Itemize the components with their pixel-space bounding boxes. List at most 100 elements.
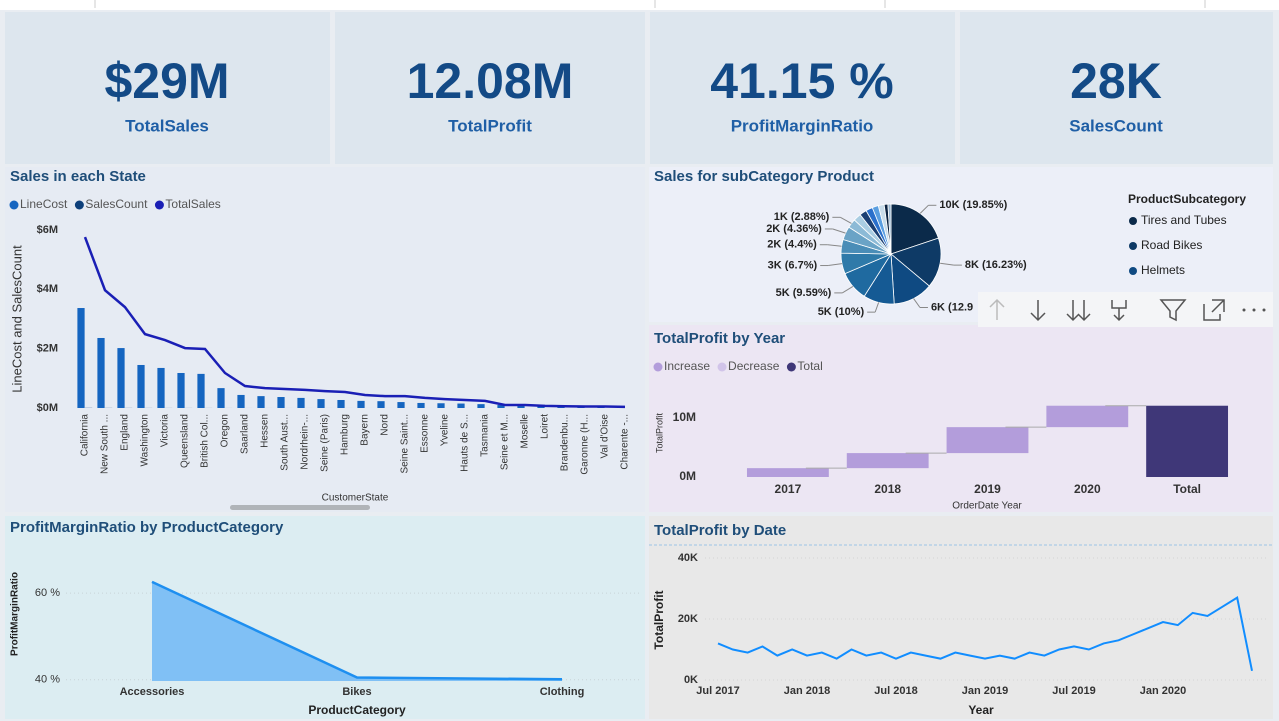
data-label: 6K (12.9 (931, 301, 973, 313)
x-tick-label: Victoria (160, 414, 171, 448)
bar (537, 406, 545, 408)
y-tick-label: 60 % (35, 587, 60, 599)
kpi-label: ProfitMarginRatio (731, 116, 874, 135)
x-tick-label: California (80, 414, 91, 457)
legend-label: LineCost (20, 197, 68, 211)
legend-label: Decrease (728, 359, 780, 373)
bar (337, 399, 345, 408)
bar (117, 348, 125, 408)
bar (1046, 405, 1129, 428)
x-tick-label: Jan 2018 (784, 685, 830, 697)
y-tick-label: $0M (37, 402, 58, 414)
x-axis-title: CustomerState (322, 493, 389, 504)
x-tick-label: Nord (380, 414, 391, 436)
x-tick-label: Moselle (520, 414, 531, 449)
x-tick-label: Total (1173, 482, 1201, 496)
bar (477, 404, 485, 408)
bar (237, 394, 245, 408)
x-tick-label: Val d'Oise (600, 414, 611, 459)
x-tick-label: Hessen (260, 414, 271, 448)
chart-title: Sales for subCategory Product (654, 168, 874, 185)
bar (437, 403, 445, 408)
card-bg (960, 12, 1273, 164)
x-tick-label: Charente -... (620, 414, 631, 470)
legend-marker (786, 362, 796, 372)
x-tick-label: 2020 (1074, 482, 1101, 496)
more-dot[interactable] (1242, 308, 1246, 312)
bar (77, 308, 85, 408)
x-tick-label: Brandenbu... (560, 414, 571, 471)
bar (277, 397, 285, 408)
panel (5, 516, 645, 719)
x-axis-title: Year (968, 703, 994, 717)
kpi-value: 12.08M (407, 53, 574, 109)
x-tick-label: Loiret (540, 414, 551, 439)
kpi-value: 28K (1070, 53, 1162, 109)
visual-toolbar (978, 292, 1273, 327)
toolbar-bg (978, 292, 1273, 327)
bar (457, 403, 465, 408)
y-tick-label: 10M (673, 410, 696, 424)
expand-down[interactable] (1111, 300, 1127, 322)
y-tick-label: $6M (37, 224, 58, 236)
legend-title: ProductSubcategory (1128, 192, 1246, 206)
y-axis-title: ProfitMarginRatio (10, 572, 21, 656)
bar (377, 401, 385, 408)
area-fill (152, 581, 562, 681)
x-tick-label: Tasmania (480, 414, 491, 457)
x-tick-label: Clothing (540, 686, 585, 698)
data-label: 5K (10%) (818, 306, 865, 318)
filter[interactable] (1159, 299, 1187, 322)
leader-line (842, 285, 854, 294)
data-label: 3K (6.7%) (768, 259, 818, 271)
charts: $29M TotalSales 12.08M TotalProfit 41.15 % Pr… (9, 53, 1273, 717)
bar (397, 402, 405, 408)
legend-label: Helmets (1141, 263, 1185, 277)
leader-line (913, 298, 921, 308)
leader-line (940, 262, 954, 266)
x-tick-label: Bayern (360, 414, 371, 446)
bar (846, 453, 929, 469)
x-tick-label: Jan 2019 (962, 685, 1008, 697)
drill-down[interactable] (1030, 300, 1046, 322)
more-dot[interactable] (1262, 308, 1266, 312)
data-label: 1K (2.88%) (774, 211, 830, 223)
y-tick-label: $4M (37, 283, 58, 295)
y-tick-label: 40K (678, 552, 698, 564)
bar (297, 397, 305, 408)
next-level[interactable] (1066, 300, 1091, 322)
card-bg (335, 12, 645, 164)
x-tick-label: Hauts de S... (460, 414, 471, 472)
chart-title: ProfitMarginRatio by ProductCategory (10, 519, 284, 536)
more-dot[interactable] (1252, 308, 1256, 312)
leader-line (828, 263, 843, 267)
bar (137, 364, 145, 408)
kpi-value: 41.15 % (710, 53, 893, 109)
line (83, 236, 626, 409)
x-tick-label: Jul 2018 (874, 685, 917, 697)
bar (946, 427, 1029, 454)
pie-slice (890, 203, 939, 255)
x-tick-label: Essonne (420, 414, 431, 453)
legend-marker (9, 200, 19, 210)
x-tick-label: Jul 2017 (696, 685, 739, 697)
y-axis-title: LineCost and SalesCount (9, 245, 24, 393)
leader-line (874, 302, 880, 313)
data-label: 8K (16.23%) (965, 259, 1027, 271)
x-tick-label: Yveline (440, 414, 451, 447)
bar (317, 399, 325, 408)
legend-marker (717, 362, 727, 372)
chart-title: Sales in each State (10, 168, 146, 185)
kpi-label: SalesCount (1069, 116, 1163, 135)
x-tick-label: 2017 (775, 482, 802, 496)
drill-up[interactable] (989, 298, 1005, 320)
scrollbar[interactable] (230, 505, 370, 510)
y-tick-label: 0M (679, 469, 696, 483)
focus-mode[interactable] (1203, 299, 1225, 321)
legend-marker (1129, 217, 1137, 225)
leader-line (832, 228, 846, 234)
x-tick-label: Washington (140, 414, 151, 466)
legend-label: TotalSales (165, 197, 220, 211)
line (717, 596, 1253, 672)
